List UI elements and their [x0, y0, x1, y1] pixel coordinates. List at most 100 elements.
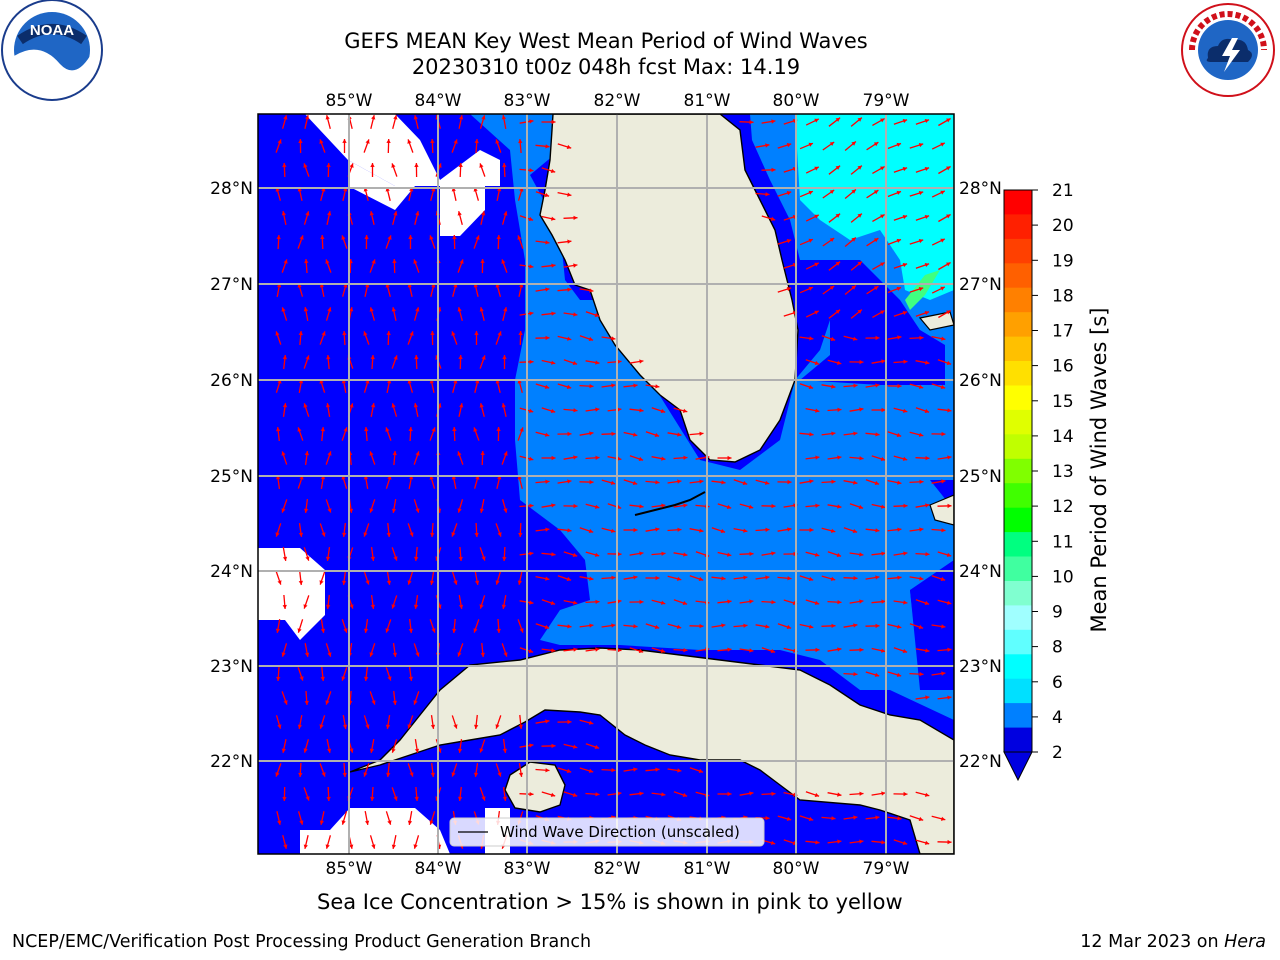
direction-arrow-head [765, 624, 770, 629]
colorbar-tick-label: 10 [1052, 567, 1074, 587]
direction-arrow-head [594, 504, 600, 509]
direction-arrow-head [303, 307, 309, 312]
direction-arrow-head [941, 431, 946, 437]
direction-arrow-head [385, 724, 391, 729]
direction-arrow-head [305, 355, 310, 360]
bahamas-islands [918, 311, 954, 526]
direction-arrow-head [370, 403, 376, 408]
direction-arrow-head [940, 190, 945, 195]
direction-arrow-head [364, 427, 369, 432]
direction-arrow-head [277, 139, 282, 144]
direction-arrow-head [474, 532, 479, 537]
direction-arrow-head [617, 407, 622, 412]
colorbar-segment [1004, 263, 1032, 289]
direction-arrow-head [880, 166, 885, 171]
direction-arrow-head [529, 119, 534, 124]
direction-arrow-head [786, 287, 792, 292]
direction-arrow-head [364, 235, 369, 239]
direction-arrow-head [413, 844, 418, 849]
direction-arrow-head [371, 115, 376, 120]
direction-arrow-head [551, 311, 556, 316]
direction-arrow-head [639, 551, 644, 556]
direction-arrow-head [831, 623, 836, 628]
direction-arrow-head [924, 167, 930, 171]
direction-arrow-head [859, 791, 864, 796]
direction-arrow-head [430, 772, 435, 777]
direction-arrow-head [319, 580, 324, 585]
direction-arrow-head [947, 695, 952, 700]
direction-arrow-head [610, 480, 616, 485]
direction-arrow-head [545, 527, 550, 532]
direction-arrow-head [479, 163, 484, 168]
direction-arrow-head [742, 480, 748, 485]
direction-arrow-head [429, 820, 434, 825]
direction-arrow-head [611, 623, 616, 628]
direction-arrow-head [369, 652, 374, 657]
direction-arrow-head [363, 532, 368, 537]
direction-arrow-head [573, 263, 578, 268]
direction-arrow-head [638, 648, 644, 653]
direction-arrow-head [947, 839, 952, 845]
colorbar-tick-label: 4 [1052, 708, 1063, 728]
direction-arrow-head [370, 796, 375, 801]
direction-arrow-head [573, 647, 578, 652]
direction-arrow-head [453, 724, 458, 729]
direction-arrow-head [495, 139, 500, 144]
lon-label-top: 80°W [773, 91, 820, 111]
direction-arrow-head [594, 552, 600, 557]
direction-arrow-head [393, 115, 398, 120]
direction-arrow-head [503, 211, 508, 216]
colorbar [1003, 189, 1033, 782]
direction-arrow-head [283, 115, 288, 120]
direction-arrow-head [880, 118, 885, 123]
direction-arrow-head [947, 408, 952, 413]
colorbar-segment [1004, 385, 1032, 411]
direction-arrow-head [589, 623, 594, 628]
direction-arrow-head [327, 451, 332, 456]
ocean-light-region [795, 114, 954, 300]
direction-arrow-head [551, 455, 556, 461]
direction-arrow-head [276, 475, 281, 480]
direction-arrow-head [342, 139, 347, 143]
lon-label-top: 84°W [415, 91, 462, 111]
direction-arrow-head [319, 139, 324, 144]
direction-arrow-head [407, 724, 412, 729]
direction-arrow-head [430, 724, 436, 729]
direction-arrow-head [298, 532, 304, 537]
direction-arrow-head [721, 576, 726, 581]
direction-arrow-head [430, 139, 435, 143]
direction-arrow-head [343, 628, 348, 633]
direction-arrow-head [283, 700, 288, 705]
direction-arrow-head [655, 575, 660, 581]
direction-arrow-head [743, 575, 748, 580]
ocean-green-spot [905, 270, 940, 310]
direction-arrow-head [276, 676, 281, 681]
direction-arrow-head [902, 408, 908, 413]
direction-arrow-head [903, 551, 908, 556]
direction-arrow-head [611, 575, 616, 580]
direction-arrow-head [611, 383, 616, 388]
direction-arrow-head [566, 144, 572, 149]
direction-arrow-head [457, 652, 462, 657]
direction-arrow-head [903, 600, 908, 605]
direction-arrow-head [501, 115, 506, 120]
direction-arrow-head [371, 700, 376, 705]
direction-arrow-head [479, 508, 484, 513]
nws-logo [1181, 3, 1275, 97]
direction-arrow-head [765, 192, 770, 197]
direction-arrow-head [320, 427, 325, 432]
direction-arrow-head [304, 700, 309, 705]
direction-arrow-head [319, 820, 324, 825]
direction-arrow-head [902, 648, 908, 653]
direction-arrow-head [321, 331, 326, 336]
colorbar-segment [1004, 409, 1032, 435]
direction-arrow-head [880, 310, 885, 315]
ocean-deep-pocket [800, 308, 945, 385]
direction-arrow-head [633, 527, 638, 533]
direction-arrow-head [566, 384, 572, 389]
direction-arrow-head [831, 384, 836, 389]
direction-arrow-head [836, 552, 842, 557]
direction-arrow-head [814, 166, 819, 171]
direction-arrow-head [786, 816, 792, 821]
lat-label-left: 25°N [210, 467, 253, 487]
